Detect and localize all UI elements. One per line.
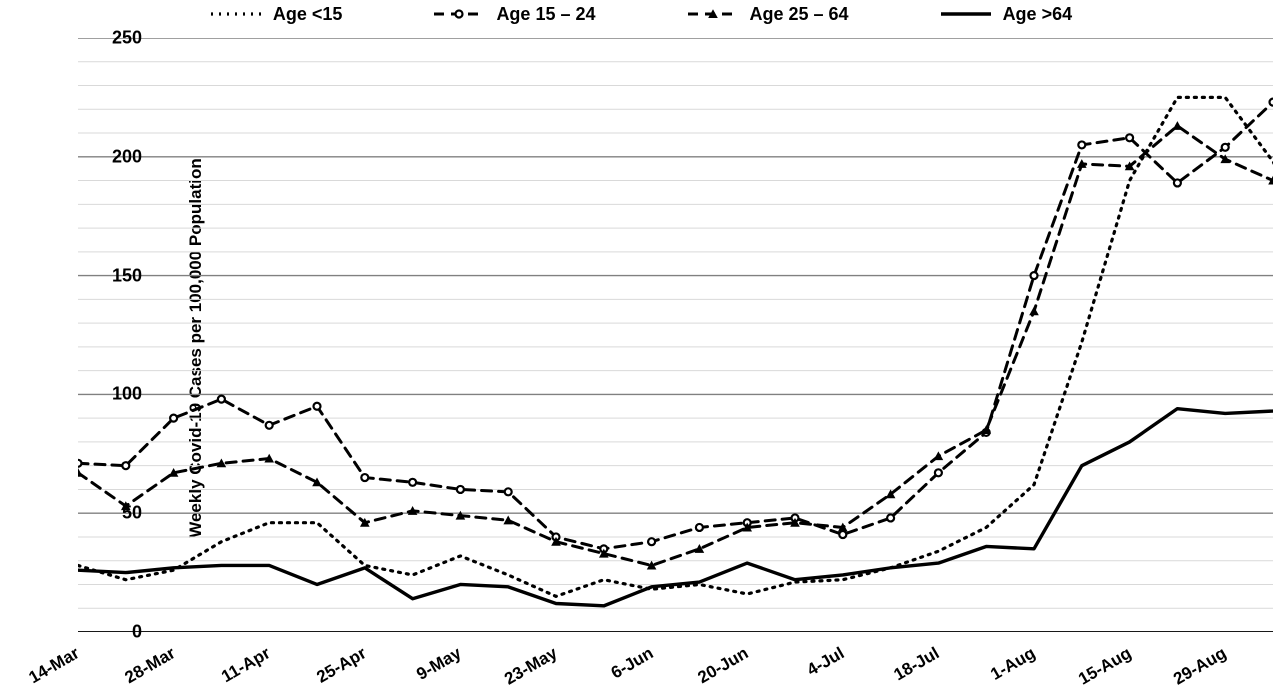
y-tick-label: 250 xyxy=(86,28,142,49)
x-tick-label: 1-Aug xyxy=(987,643,1039,684)
legend-label: Age >64 xyxy=(1003,4,1073,25)
legend-label: Age <15 xyxy=(273,4,343,25)
plot-area: 050100150200250 xyxy=(78,38,1273,632)
x-tick-label: 29-Aug xyxy=(1170,643,1230,689)
legend-item-age_25_64: Age 25 – 64 xyxy=(686,4,849,25)
chart-container: Age <15Age 15 – 24Age 25 – 64Age >64 Wee… xyxy=(0,0,1281,696)
x-tick-label: 9-May xyxy=(414,643,466,684)
y-tick-label: 150 xyxy=(86,265,142,286)
legend-label: Age 25 – 64 xyxy=(750,4,849,25)
x-tick-label: 25-Apr xyxy=(313,643,370,687)
x-tick-label: 15-Aug xyxy=(1075,643,1135,689)
x-tick-label: 4-Jul xyxy=(803,643,847,680)
y-tick-label: 100 xyxy=(86,384,142,405)
legend-item-age_over_64: Age >64 xyxy=(939,4,1073,25)
x-tick-label: 11-Apr xyxy=(218,643,274,687)
x-tick-label: 20-Jun xyxy=(695,643,752,688)
legend-item-age_15_24: Age 15 – 24 xyxy=(432,4,595,25)
x-tick-labels: 14-Mar28-Mar11-Apr25-Apr9-May23-May6-Jun… xyxy=(78,636,1273,696)
legend-item-age_under_15: Age <15 xyxy=(209,4,343,25)
y-tick-label: 200 xyxy=(86,146,142,167)
legend: Age <15 Age 15 – 24 Age 25 – 64 Age >64 xyxy=(0,0,1281,28)
x-tick-label: 6-Jun xyxy=(607,643,656,683)
legend-label: Age 15 – 24 xyxy=(496,4,595,25)
x-tick-label: 28-Mar xyxy=(121,643,178,688)
chart-svg xyxy=(78,38,1273,632)
x-tick-label: 23-May xyxy=(501,643,561,689)
x-tick-label: 14-Mar xyxy=(26,643,83,688)
x-tick-label: 18-Jul xyxy=(891,643,944,685)
y-tick-label: 50 xyxy=(86,503,142,524)
